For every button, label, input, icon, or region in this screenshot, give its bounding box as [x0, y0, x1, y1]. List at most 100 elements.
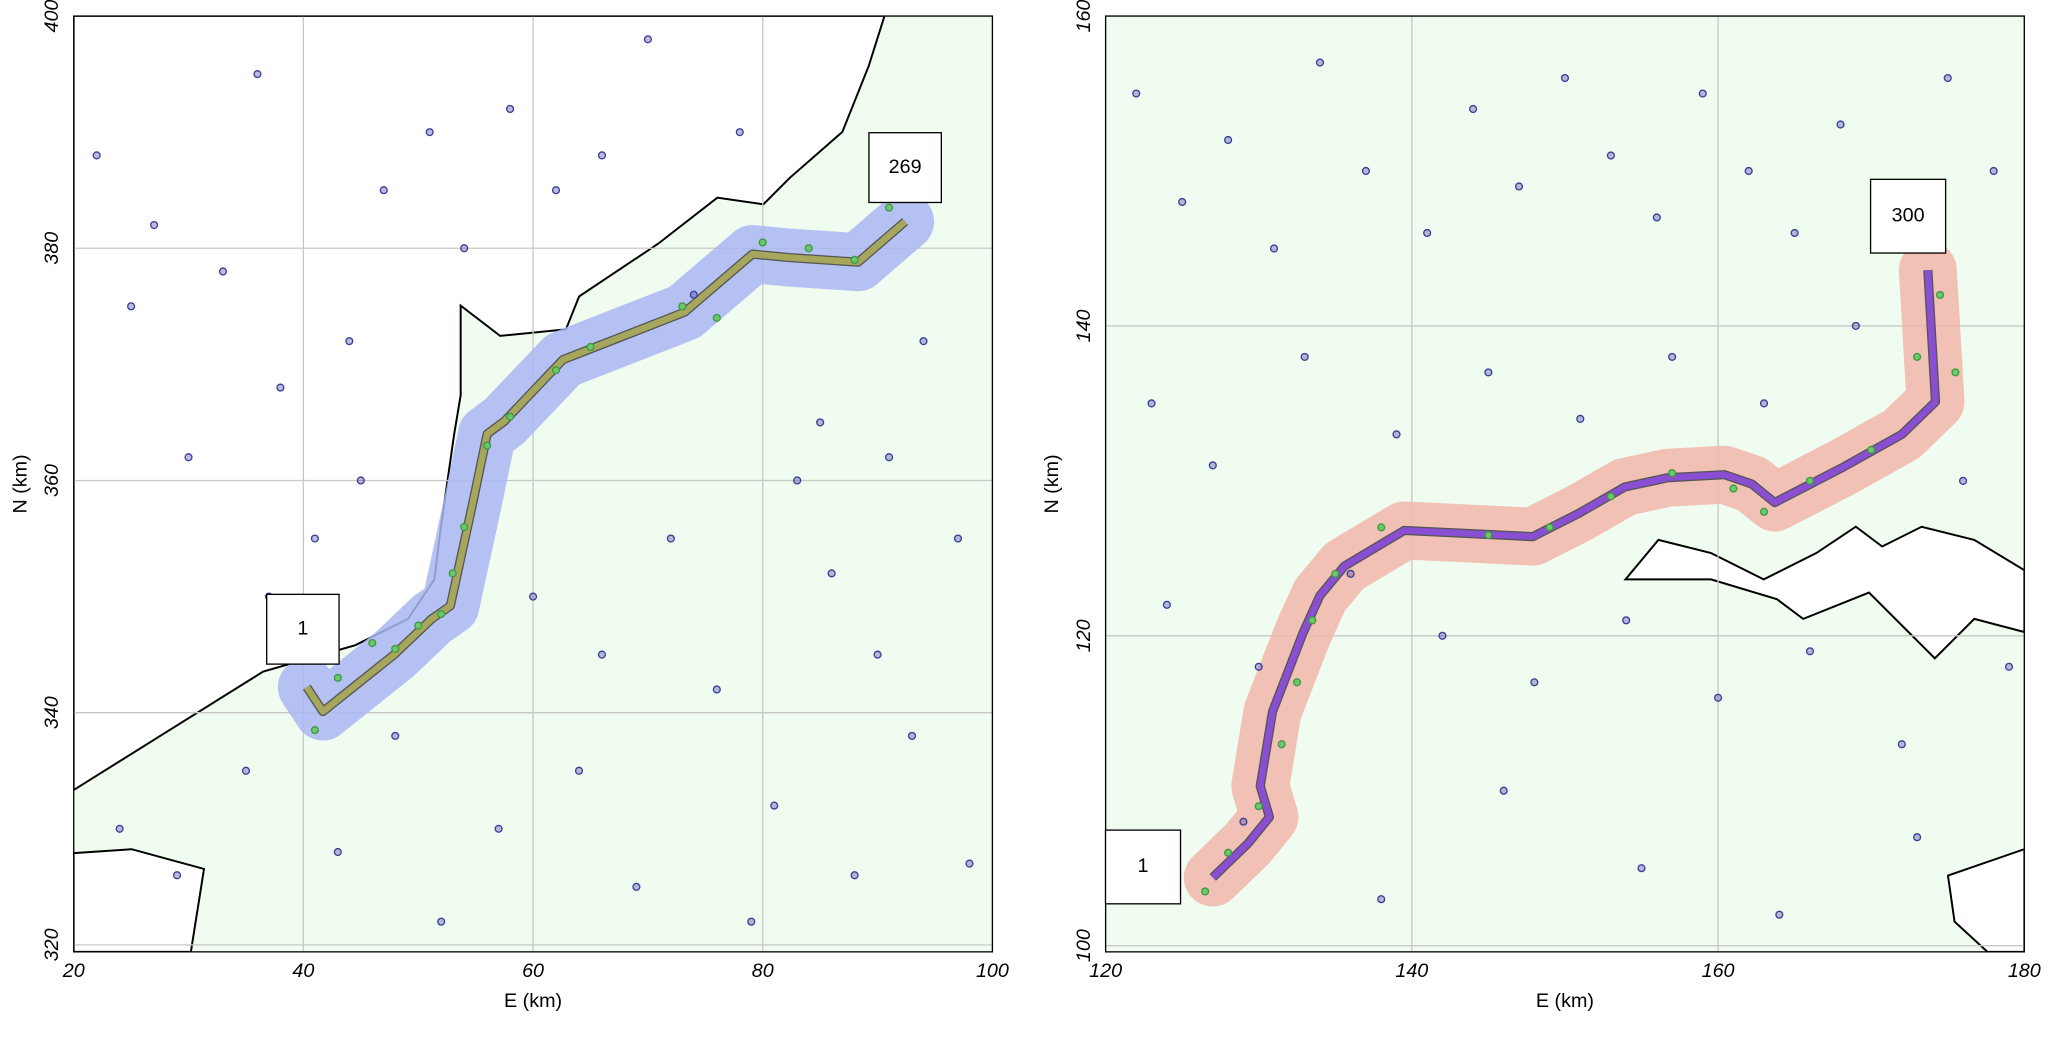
point: [437, 609, 446, 619]
point: [483, 441, 492, 450]
point: [1438, 631, 1447, 640]
point: [678, 302, 687, 311]
point: [1943, 73, 1952, 83]
point: [850, 871, 859, 880]
point: [574, 766, 584, 775]
point: [1254, 802, 1263, 811]
point: [1851, 321, 1860, 331]
point: [448, 569, 457, 578]
point: [1292, 678, 1302, 687]
point: [1514, 182, 1524, 191]
point: [1668, 352, 1677, 361]
x-tick-label: 180: [2008, 960, 2041, 982]
point: [919, 337, 928, 346]
x-tick-label: 120: [1089, 960, 1122, 982]
point: [1744, 166, 1753, 176]
point: [92, 151, 101, 160]
y-tick-label: 120: [1073, 619, 1095, 652]
panel: 20 40 60 80 100 320 340 360 380 400 E (km) N (km) 1 2…: [9, 0, 1009, 1012]
point: [1469, 104, 1478, 114]
point: [1606, 492, 1615, 501]
point: [1224, 848, 1233, 857]
y-tick-label: 160: [1073, 0, 1095, 33]
point: [712, 685, 721, 694]
point: [460, 522, 469, 531]
point: [2004, 662, 2014, 671]
point: [1208, 461, 1217, 470]
point: [712, 313, 721, 323]
label-box: [266, 593, 340, 665]
point: [333, 847, 342, 857]
y-tick-label: 360: [41, 464, 63, 497]
point: [1836, 120, 1845, 129]
label-box: [1104, 829, 1182, 905]
x-tick-label: 160: [1702, 960, 1735, 982]
point: [1254, 662, 1263, 671]
coastline: [1623, 525, 2025, 660]
track: [1210, 269, 1939, 880]
point: [1698, 89, 1707, 98]
land: [1623, 525, 2025, 952]
point: [884, 203, 894, 212]
y-tick-label: 340: [41, 696, 63, 729]
point: [1805, 647, 1815, 656]
y-tick-label: 400: [41, 0, 63, 33]
y-tick-label: 380: [41, 232, 63, 265]
frame: [73, 15, 994, 953]
point: [873, 650, 882, 659]
point: [1269, 244, 1279, 253]
point: [1652, 213, 1661, 222]
point: [391, 731, 400, 740]
point: [150, 220, 159, 230]
point: [1637, 864, 1646, 873]
track-label: 269: [889, 156, 922, 178]
plot-area: [73, 16, 993, 952]
point: [506, 412, 515, 421]
x-tick-label: 80: [752, 960, 774, 982]
point: [793, 476, 802, 485]
point: [689, 290, 698, 299]
point: [1913, 352, 1922, 361]
x-tick-label: 40: [292, 960, 314, 982]
x-tick-label: 100: [976, 960, 1009, 982]
point: [551, 186, 561, 195]
point: [1377, 895, 1386, 904]
point: [586, 342, 595, 352]
point: [127, 302, 136, 311]
point: [643, 35, 652, 44]
track-label: 1: [297, 617, 308, 639]
point: [816, 418, 825, 427]
x-tick-label: 140: [1395, 960, 1428, 982]
point: [1790, 228, 1799, 238]
point: [1867, 445, 1876, 454]
point: [506, 104, 515, 114]
point: [1331, 569, 1340, 578]
point: [1315, 58, 1325, 67]
x-axis-label: E (km): [1536, 990, 1594, 1012]
point: [1239, 817, 1248, 826]
point: [1775, 910, 1784, 919]
x-tick-label: 20: [62, 960, 85, 982]
point: [276, 383, 285, 392]
coastline: [1946, 848, 2025, 952]
y-axis-label: N (km): [9, 454, 31, 513]
y-axis-label: N (km): [1041, 454, 1063, 513]
point: [218, 267, 228, 276]
point: [1484, 368, 1493, 377]
point: [1989, 166, 1998, 176]
point: [1951, 368, 1960, 377]
point: [1132, 89, 1141, 98]
point: [1499, 786, 1508, 795]
point: [804, 244, 813, 253]
point: [460, 244, 469, 253]
point: [356, 476, 365, 485]
frame: [1104, 15, 2025, 953]
label-box: [1869, 178, 1947, 254]
point: [1530, 678, 1539, 687]
point: [1147, 399, 1156, 408]
point: [1729, 484, 1738, 493]
point: [666, 534, 675, 543]
point: [528, 592, 538, 601]
